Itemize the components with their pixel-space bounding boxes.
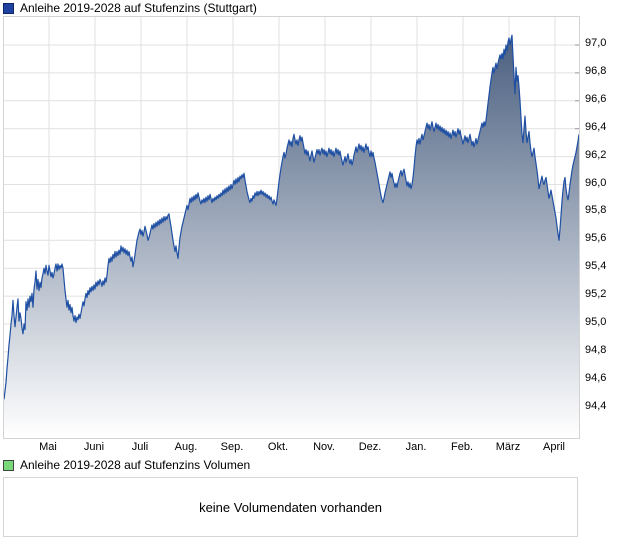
y-tick-label: 94,4	[585, 399, 607, 412]
price-series-legend: Anleihe 2019-2028 auf Stufenzins (Stuttg…	[3, 2, 257, 14]
x-tick-label: Okt.	[267, 441, 289, 453]
volume-series-swatch-icon	[3, 459, 14, 471]
y-tick-label: 95,2	[585, 288, 607, 301]
x-tick-label: Dez.	[358, 441, 382, 453]
y-tick-label: 96,4	[585, 120, 607, 133]
y-tick-label: 95,0	[585, 316, 607, 328]
volume-series-legend: Anleihe 2019-2028 auf Stufenzins Volumen	[3, 459, 250, 471]
price-chart-canvas[interactable]	[4, 17, 579, 438]
x-tick-label: Aug.	[174, 441, 198, 453]
x-tick-label: Sep.	[220, 441, 244, 453]
x-tick-label: Juli	[131, 441, 149, 453]
y-tick-label: 94,8	[585, 343, 607, 356]
x-tick-label: Feb.	[450, 441, 473, 453]
y-tick-label: 96,6	[585, 92, 607, 105]
y-tick-label: 96,0	[585, 176, 607, 189]
x-tick-label: Nov.	[313, 441, 335, 453]
chart-title: Anleihe 2019-2028 auf Stufenzins (Stuttg…	[20, 1, 257, 15]
price-area-series	[4, 34, 579, 438]
x-tick-label: Mai	[39, 441, 57, 453]
price-chart[interactable]	[3, 16, 580, 439]
x-tick-label: Jan.	[405, 441, 427, 453]
y-tick-label: 94,6	[585, 371, 607, 384]
x-tick-label: April	[542, 441, 565, 453]
y-tick-label: 97,0	[585, 37, 607, 49]
y-tick-label: 96,8	[585, 64, 607, 77]
price-series-swatch-icon	[3, 2, 14, 14]
x-tick-label: Juni	[83, 441, 105, 453]
volume-panel: keine Volumendaten vorhanden	[3, 477, 578, 537]
y-tick-label: 95,8	[585, 204, 607, 217]
y-tick-label: 95,6	[585, 232, 607, 245]
volume-title: Anleihe 2019-2028 auf Stufenzins Volumen	[20, 458, 251, 472]
no-volume-message: keine Volumendaten vorhanden	[199, 499, 382, 515]
y-tick-label: 95,4	[585, 260, 607, 273]
y-tick-label: 96,2	[585, 148, 607, 161]
x-tick-label: März	[495, 441, 521, 453]
